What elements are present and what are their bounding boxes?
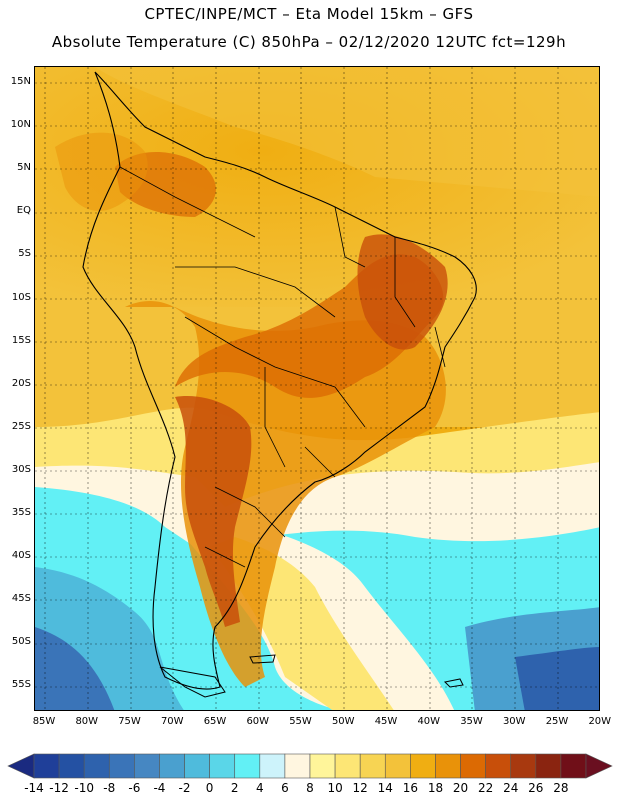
colorbar-swatch xyxy=(359,753,386,779)
colorbar-label: 14 xyxy=(377,781,393,795)
lon-label: 80W xyxy=(75,716,99,727)
colorbar-label: 6 xyxy=(281,781,289,795)
colorbar-swatch xyxy=(209,753,236,779)
colorbar-label: 10 xyxy=(327,781,343,795)
colorbar-swatch xyxy=(460,753,486,779)
colorbar-label: 18 xyxy=(427,781,444,795)
colorbar-label: -12 xyxy=(49,781,69,795)
lon-label: 45W xyxy=(374,716,398,727)
colorbar-swatch xyxy=(234,753,261,779)
colorbar-swatch xyxy=(510,753,537,779)
colorbar-arrow-high xyxy=(585,753,613,779)
colorbar-swatch xyxy=(134,753,160,779)
lon-label: 35W xyxy=(460,716,483,727)
colorbar-label: 26 xyxy=(528,781,544,795)
colorbar-label: -6 xyxy=(128,781,141,795)
lon-label: 40W xyxy=(417,716,441,727)
colorbar-swatch xyxy=(309,753,336,779)
lon-label: 55W xyxy=(289,716,312,727)
lat-label: 35S xyxy=(11,507,31,518)
colorbar-label: -14 xyxy=(24,781,44,795)
colorbar-label: -4 xyxy=(153,781,166,795)
colorbar-label: 8 xyxy=(306,781,314,795)
lon-label: 65W xyxy=(203,716,227,727)
lon-label: 75W xyxy=(118,716,141,727)
lat-label: 30S xyxy=(11,463,31,475)
colorbar-label: 28 xyxy=(553,781,569,795)
lon-label: 60W xyxy=(246,716,270,727)
colorbar-swatch xyxy=(410,753,436,779)
lat-label: 15N xyxy=(10,76,31,87)
colorbar-swatch xyxy=(284,753,311,779)
colorbar-swatch xyxy=(435,753,461,779)
colorbar-swatch xyxy=(108,753,135,779)
map-title: CPTEC/INPE/MCT – Eta Model 15km – GFS xyxy=(144,5,474,23)
colorbar-label: 24 xyxy=(503,781,519,795)
colorbar-swatch xyxy=(184,753,210,779)
colorbar-swatch xyxy=(334,753,361,779)
colorbar-swatch xyxy=(58,753,85,779)
colorbar-swatch xyxy=(33,753,60,779)
lat-label: 10N xyxy=(10,119,31,131)
lat-label: 5S xyxy=(18,248,31,260)
lon-label: 20W xyxy=(588,716,612,727)
lon-label: 25W xyxy=(545,716,569,727)
lon-label: 85W xyxy=(32,716,56,727)
lat-label: 20S xyxy=(11,377,31,389)
temperature-map xyxy=(34,66,600,711)
colorbar-label: 0 xyxy=(205,781,214,795)
lat-label: 10S xyxy=(11,291,31,303)
lon-label: 70W xyxy=(160,716,184,727)
colorbar-swatch xyxy=(560,753,587,779)
colorbar-swatch xyxy=(259,753,286,779)
colorbar-label: 2 xyxy=(230,781,239,795)
lat-label: 40S xyxy=(11,550,31,562)
colorbar-label: -8 xyxy=(103,781,116,795)
lat-label: 50S xyxy=(11,636,31,648)
colorbar-arrow-low xyxy=(7,753,35,779)
lat-label: 15S xyxy=(11,334,31,346)
lat-label: 45S xyxy=(11,593,31,605)
colorbar-swatch xyxy=(485,753,512,779)
lon-label: 50W xyxy=(331,716,355,727)
lon-label: 30W xyxy=(502,716,526,727)
colorbar-swatch xyxy=(535,753,562,779)
colorbar-label: 12 xyxy=(352,781,368,795)
lat-label: EQ xyxy=(16,205,31,217)
colorbar xyxy=(7,753,613,779)
colorbar-swatch xyxy=(159,753,185,779)
lat-label: 55S xyxy=(11,679,31,691)
lat-label: 25S xyxy=(11,420,31,432)
colorbar-label: 16 xyxy=(402,781,418,795)
colorbar-label: -10 xyxy=(74,781,94,795)
colorbar-label: 22 xyxy=(477,781,494,795)
temperature-field xyxy=(35,67,599,710)
map-subtitle: Absolute Temperature (C) 850hPa – 02/12/… xyxy=(51,33,567,51)
colorbar-label: 4 xyxy=(255,781,264,795)
colorbar-label: -2 xyxy=(178,781,191,795)
colorbar-label: 20 xyxy=(452,781,469,795)
colorbar-swatch xyxy=(83,753,110,779)
colorbar-swatch xyxy=(384,753,411,779)
lat-label: 5N xyxy=(17,162,31,174)
